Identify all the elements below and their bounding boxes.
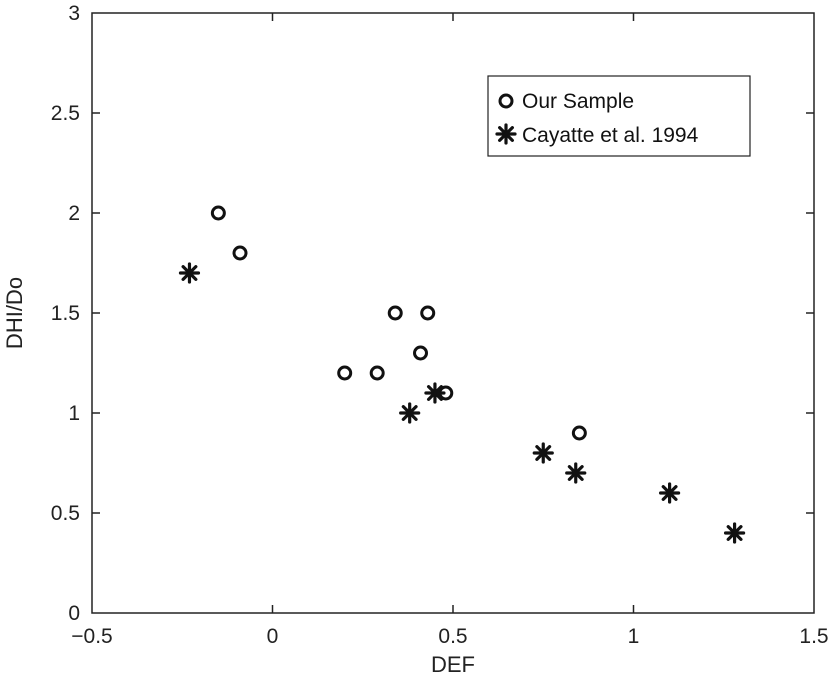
y-tick-label: 0.5 xyxy=(51,502,80,525)
data-point-circle xyxy=(337,365,353,381)
data-point-asterisk xyxy=(178,262,201,284)
legend-circle-marker xyxy=(498,93,514,109)
data-point-asterisk xyxy=(424,382,446,404)
x-tick-label: −0.5 xyxy=(71,625,112,648)
y-tick-label: 2 xyxy=(68,202,80,225)
x-tick-label: 1.5 xyxy=(799,625,828,648)
x-tick-label: 0.5 xyxy=(438,625,467,648)
data-point-asterisk xyxy=(658,482,681,504)
data-point-circle xyxy=(420,305,436,321)
series-1 xyxy=(178,262,746,544)
data-point-circle xyxy=(571,425,587,441)
data-point-circle xyxy=(210,205,226,221)
x-tick-label: 1 xyxy=(628,625,640,648)
legend: Our Sample Cayatte et al. 1994 xyxy=(487,75,751,157)
y-tick-label: 2.5 xyxy=(51,102,80,125)
legend-box xyxy=(487,75,751,157)
data-point-circle xyxy=(387,305,403,321)
legend-asterisk-marker xyxy=(495,123,517,145)
legend-label-cayatte: Cayatte et al. 1994 xyxy=(522,124,699,147)
data-point-asterisk xyxy=(565,462,587,484)
y-tick-label: 0 xyxy=(68,602,80,625)
legend-marker-our-sample xyxy=(498,93,514,109)
y-tick-label: 1.5 xyxy=(51,302,80,325)
legend-label-our-sample: Our Sample xyxy=(522,90,634,113)
x-axis-label: DEF xyxy=(431,652,475,677)
y-tick-label: 1 xyxy=(68,402,80,425)
legend-marker-cayatte xyxy=(495,123,517,145)
y-axis-label: DHI/Do xyxy=(2,277,27,349)
data-point-asterisk xyxy=(723,522,746,544)
data-point-circle xyxy=(232,245,248,261)
x-axis: −0.5 0 0.5 1 1.5 xyxy=(71,13,829,648)
data-point-circle xyxy=(413,345,429,361)
y-axis: 0 0.5 1 1.5 2 2.5 3 xyxy=(51,2,814,625)
data-point-asterisk xyxy=(532,442,554,464)
series-0 xyxy=(210,205,587,441)
y-tick-label: 3 xyxy=(68,2,80,25)
data-points xyxy=(178,205,746,544)
x-tick-label: 0 xyxy=(267,625,279,648)
data-point-asterisk xyxy=(399,402,421,424)
data-point-circle xyxy=(369,365,385,381)
